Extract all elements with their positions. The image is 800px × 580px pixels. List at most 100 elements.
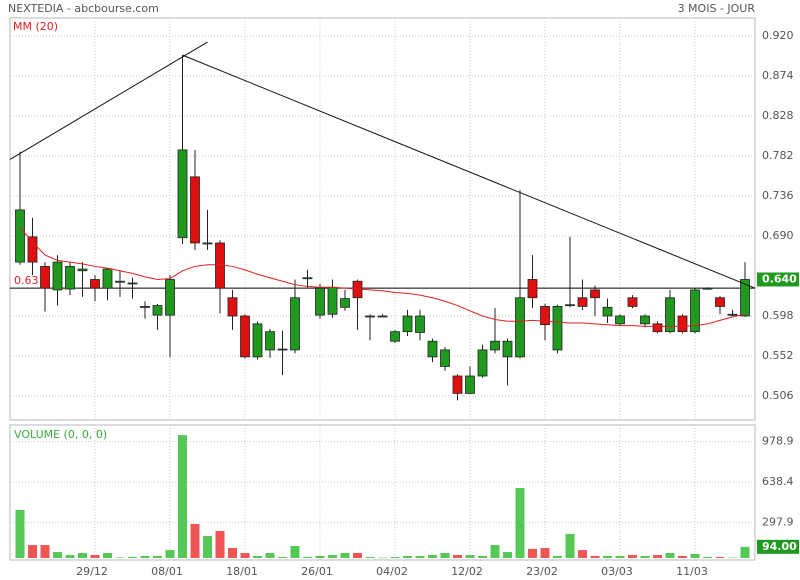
candle-body xyxy=(465,375,475,394)
volume-bar xyxy=(415,555,425,558)
y-tick-label: 0.920 xyxy=(762,29,794,42)
candle-body xyxy=(365,315,375,318)
x-tick-label: 08/01 xyxy=(151,565,183,578)
last-value-label: 94.00 xyxy=(762,540,797,553)
volume-title: VOLUME (0, 0, 0) xyxy=(14,428,107,441)
last-value-box xyxy=(757,539,799,554)
volume-bar xyxy=(165,550,175,558)
volume-bar xyxy=(515,487,525,558)
y-tick-label: 0.598 xyxy=(762,309,794,322)
volume-bar xyxy=(365,557,375,558)
volume-bar xyxy=(728,557,737,559)
volume-bar xyxy=(40,545,50,558)
x-tick-label: 12/02 xyxy=(451,565,483,578)
volume-bar xyxy=(453,555,462,558)
source: NEXTEDIA - abcbourse.com xyxy=(8,2,159,15)
candle-body xyxy=(427,340,438,358)
volume-bar xyxy=(78,553,87,558)
candle-body xyxy=(152,305,163,316)
volume-bar xyxy=(665,553,675,558)
volume-bar xyxy=(703,557,712,558)
volume-bar xyxy=(290,545,300,558)
candle-body xyxy=(240,315,250,358)
volume-bar xyxy=(378,557,387,559)
volume-bar xyxy=(428,555,437,558)
y-tick-label: 0.874 xyxy=(762,69,794,82)
volume-bar xyxy=(53,552,62,558)
candle-body xyxy=(190,176,200,244)
volume-bar xyxy=(653,555,662,558)
candle-body xyxy=(27,236,38,263)
volume-bar xyxy=(140,555,150,558)
price-frame xyxy=(9,17,756,421)
candle-body xyxy=(627,297,638,307)
volume-bar xyxy=(115,557,125,558)
candle-body xyxy=(102,268,113,289)
last-value-box xyxy=(757,272,799,287)
volume-bar xyxy=(253,555,262,558)
volume-bar xyxy=(528,548,537,558)
candle-body xyxy=(140,306,150,308)
candle-body xyxy=(540,306,550,326)
x-tick-label: 04/02 xyxy=(376,565,408,578)
volume-bar xyxy=(315,555,325,558)
y-tick-label: 0.506 xyxy=(762,389,794,402)
candle-body xyxy=(715,297,725,307)
candle-body xyxy=(440,349,450,367)
candle-body xyxy=(40,266,50,289)
candle-body xyxy=(15,209,25,263)
candle-body xyxy=(290,297,300,351)
candle-body xyxy=(52,261,63,291)
candle-body xyxy=(390,331,400,342)
volume-bar xyxy=(740,546,750,558)
candle-body xyxy=(90,279,100,289)
x-tick-label: 11/03 xyxy=(676,565,708,578)
x-tick-label: 26/01 xyxy=(301,565,333,578)
ma-line xyxy=(19,226,746,327)
candle-body xyxy=(127,282,138,285)
candle-body xyxy=(640,315,650,325)
volume-bar xyxy=(228,548,237,558)
volume-bar xyxy=(190,524,200,558)
candle-body xyxy=(690,289,700,333)
candle-body xyxy=(590,289,600,299)
candle-body xyxy=(177,149,188,239)
candle-body xyxy=(202,242,213,245)
volume-bar xyxy=(553,555,562,558)
volume-bar xyxy=(28,545,37,558)
volume-bar xyxy=(690,553,700,558)
y-tick-label: 0.782 xyxy=(762,149,794,162)
volume-bar xyxy=(540,548,550,558)
volume-bar xyxy=(403,555,412,558)
candle-body xyxy=(277,348,288,351)
candle-body xyxy=(327,286,338,315)
volume-bar xyxy=(640,555,650,558)
volume-bar xyxy=(628,555,637,558)
candle-body xyxy=(565,304,575,307)
x-tick-label: 18/01 xyxy=(226,565,258,578)
y-tick-label: 0.736 xyxy=(762,189,794,202)
volume-bar xyxy=(465,555,475,558)
y-tick-label: 297.9 xyxy=(762,516,794,529)
volume-bar xyxy=(603,555,612,558)
candle-body xyxy=(552,306,563,351)
candle-body xyxy=(65,266,75,290)
candle-body xyxy=(652,323,663,333)
candle-body xyxy=(477,349,488,377)
volume-bar xyxy=(565,533,575,558)
candle-body xyxy=(252,323,263,358)
y-tick-label: 638.4 xyxy=(762,475,794,488)
volume-bar xyxy=(440,553,450,558)
volume-bar xyxy=(328,555,337,558)
volume-bar xyxy=(265,553,275,558)
volume-bar xyxy=(503,552,512,558)
last-value-label: 0.640 xyxy=(762,272,797,285)
trendline xyxy=(182,54,756,289)
candle-body xyxy=(265,331,275,351)
candle-body xyxy=(577,297,588,307)
volume-bar xyxy=(15,509,25,558)
candle-body xyxy=(302,277,313,280)
candle-body xyxy=(340,298,350,308)
